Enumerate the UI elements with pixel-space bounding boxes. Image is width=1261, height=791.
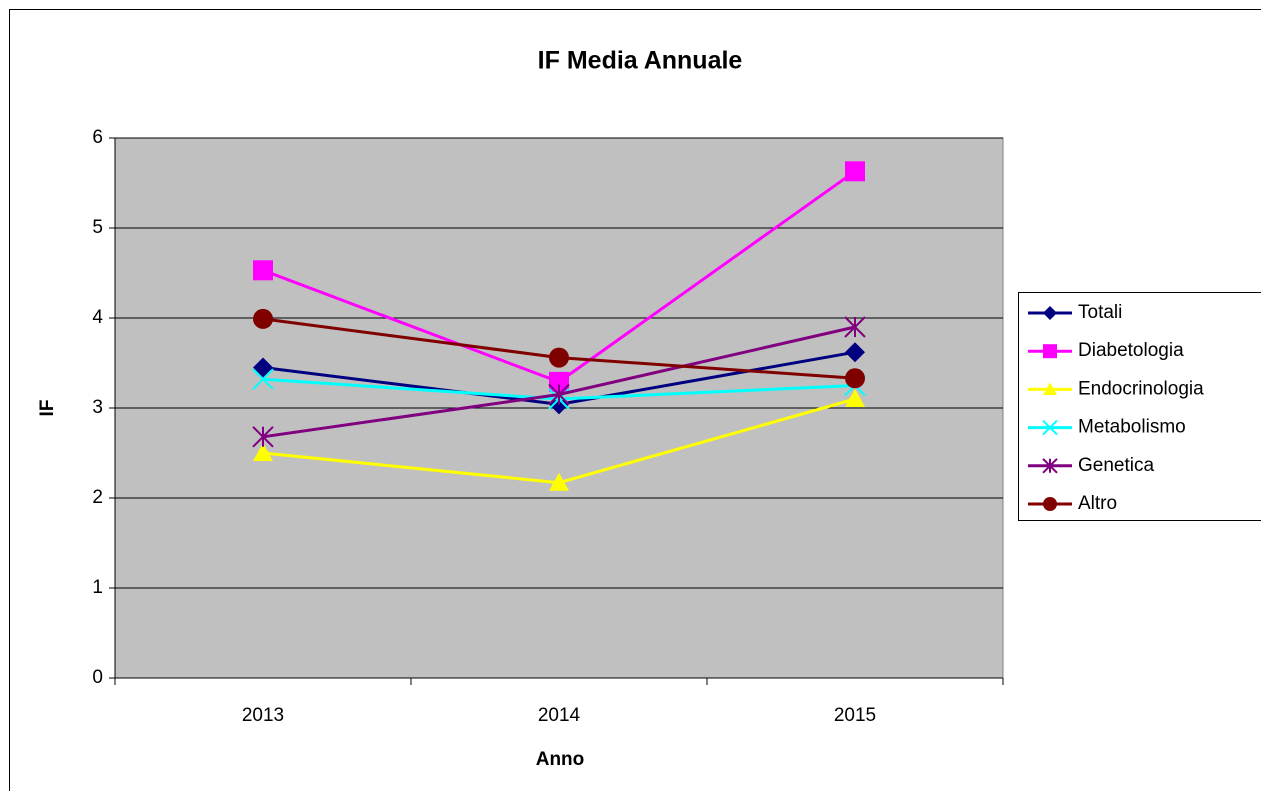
y-tick-label: 1 bbox=[92, 577, 103, 598]
legend bbox=[1018, 292, 1261, 521]
marker bbox=[253, 443, 273, 461]
y-axis-label: IF bbox=[37, 400, 58, 417]
marker bbox=[1042, 458, 1058, 474]
y-tick-label: 3 bbox=[92, 397, 103, 418]
marker bbox=[549, 347, 569, 368]
marker bbox=[548, 383, 570, 406]
marker bbox=[252, 368, 274, 390]
marker bbox=[549, 472, 569, 491]
legend-label: Totali bbox=[1078, 302, 1122, 323]
marker bbox=[1043, 497, 1057, 511]
x-tick-label: 2015 bbox=[834, 705, 876, 726]
marker bbox=[844, 316, 866, 338]
y-tick-label: 4 bbox=[92, 307, 103, 328]
legend-label: Genetica bbox=[1078, 455, 1154, 476]
marker bbox=[549, 371, 569, 392]
y-tick-label: 2 bbox=[92, 487, 103, 508]
marker bbox=[845, 342, 865, 363]
marker bbox=[252, 426, 274, 448]
marker bbox=[253, 308, 273, 329]
x-tick-label: 2013 bbox=[242, 705, 284, 726]
marker bbox=[1043, 306, 1057, 320]
marker bbox=[1042, 419, 1058, 436]
chart-title: IF Media Annuale bbox=[538, 47, 743, 75]
marker bbox=[253, 357, 273, 378]
marker bbox=[253, 260, 273, 281]
x-tick-label: 2014 bbox=[538, 705, 581, 726]
marker bbox=[1043, 382, 1057, 395]
x-axis-label: Anno bbox=[536, 749, 585, 770]
legend-label: Diabetologia bbox=[1078, 340, 1184, 361]
y-tick-label: 0 bbox=[92, 667, 103, 688]
y-tick-label: 5 bbox=[92, 217, 103, 238]
y-tick-label: 6 bbox=[92, 127, 103, 148]
marker bbox=[1043, 344, 1057, 359]
marker bbox=[845, 368, 865, 389]
legend-label: Metabolismo bbox=[1078, 417, 1186, 438]
marker bbox=[845, 161, 865, 182]
legend-label: Altro bbox=[1078, 493, 1117, 514]
marker bbox=[845, 389, 865, 407]
legend-label: Endocrinologia bbox=[1078, 378, 1204, 399]
